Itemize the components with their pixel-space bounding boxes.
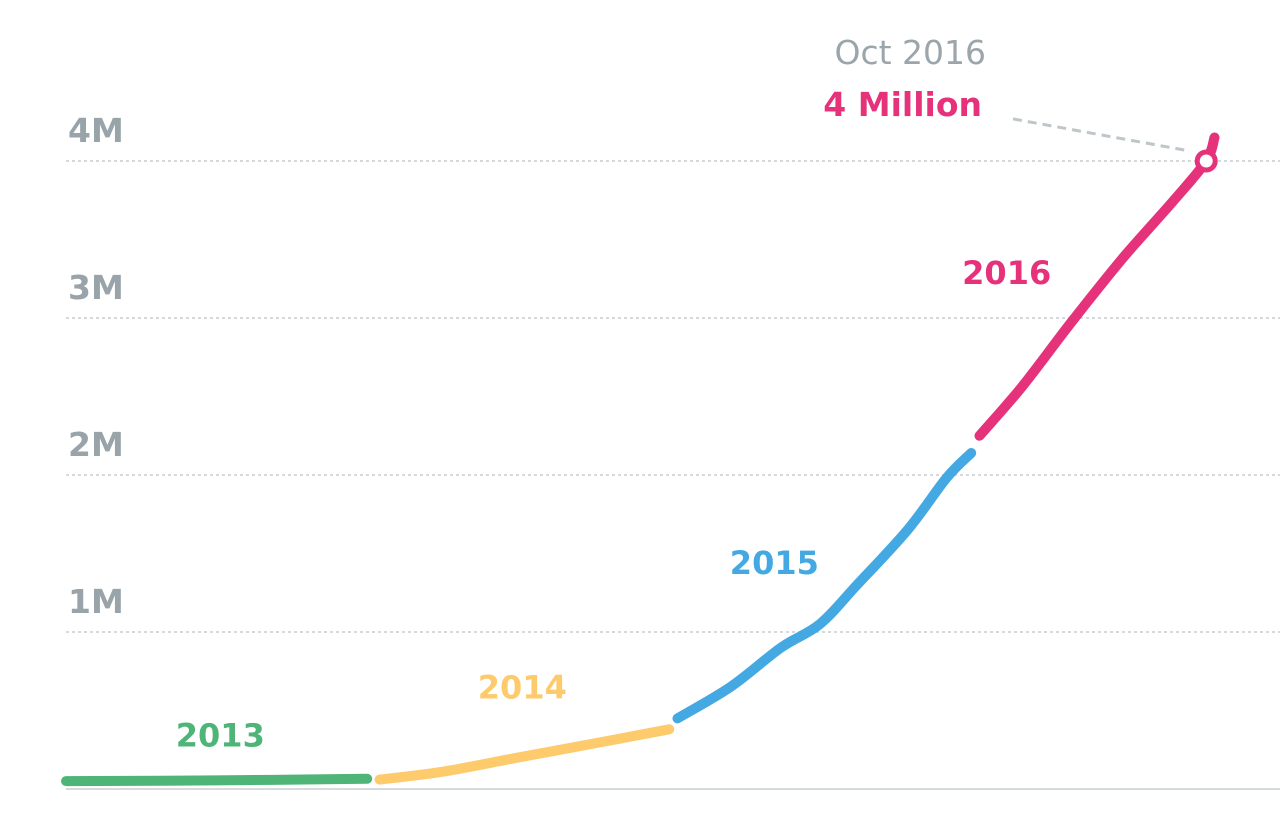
peak-annotation: Oct 2016 4 Million	[823, 33, 1218, 173]
annotation-value-label: 4 Million	[823, 85, 982, 124]
y-axis-tick-labels: 1M 2M 3M 4M	[68, 111, 124, 621]
y-tick-label-3m: 3M	[68, 268, 124, 307]
annotation-marker	[1194, 149, 1218, 173]
series-label-2016: 2016	[962, 254, 1051, 292]
annotation-date-label: Oct 2016	[834, 33, 986, 72]
series-line-2014	[374, 724, 675, 785]
y-tick-label-4m: 4M	[68, 111, 124, 150]
series-label-2015: 2015	[730, 544, 819, 582]
y-tick-label-2m: 2M	[68, 425, 124, 464]
series-line-2013	[61, 773, 373, 787]
y-tick-label-1m: 1M	[68, 582, 124, 621]
annotation-connector-line	[1007, 116, 1185, 152]
series-lines	[61, 132, 1220, 787]
series-label-2013: 2013	[176, 716, 265, 754]
series-label-2014: 2014	[478, 669, 567, 707]
gridlines	[66, 160, 1280, 633]
series-line-2015	[672, 448, 977, 724]
series-year-labels: 2013 2014 2015 2016	[176, 254, 1051, 754]
